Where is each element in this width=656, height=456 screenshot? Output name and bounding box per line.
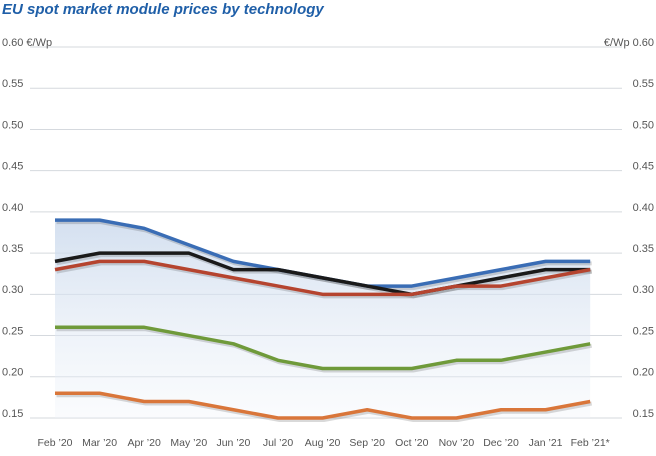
series-line (54, 259, 591, 297)
series-line (55, 325, 591, 371)
x-tick-label: Dec ’20 (483, 437, 519, 449)
y-tick-label: 0.50 (2, 119, 23, 131)
y-tick-label: 0.25 (2, 325, 23, 337)
y-tick-label: 0.30 (2, 284, 23, 296)
y-tick-label: 0.15 (2, 408, 23, 420)
y-unit: €/Wp (26, 37, 52, 49)
y-tick-label: 0.20 (2, 367, 23, 379)
x-tick-label: Jul ’20 (263, 437, 294, 449)
y-tick-label: 0.45 (2, 161, 23, 173)
y2-tick-label: 0.40 (633, 202, 654, 214)
y2-tick-label: 0.55 (633, 78, 654, 90)
x-tick-label: Feb ’21* (571, 437, 610, 449)
x-tick-label: Nov ’20 (439, 437, 475, 449)
x-tick-label: Jan ’21 (529, 437, 563, 449)
area (55, 220, 591, 418)
y-tick-label: 0.60 €/Wp (2, 37, 52, 49)
y2-tick-label: 0.25 (633, 325, 654, 337)
y-tick-label: 0.35 (2, 243, 23, 255)
x-tick-label: Jun ’20 (216, 437, 250, 449)
y2-tick-label: 0.15 (633, 408, 654, 420)
y2-tick-label: 0.35 (633, 243, 654, 255)
y2-tick-label: 0.50 (633, 119, 654, 131)
y-unit: €/Wp (604, 37, 630, 49)
x-tick-label: May ’20 (170, 437, 207, 449)
y2-tick-label: 0.45 (633, 161, 654, 173)
series-line (54, 251, 591, 297)
y2-tick-label: 0.30 (633, 284, 654, 296)
x-tick-label: Sep ’20 (349, 437, 385, 449)
y2-tick-value: 0.60 (633, 37, 654, 49)
x-tick-label: Apr ’20 (128, 437, 161, 449)
x-tick-label: Mar ’20 (82, 437, 117, 449)
x-tick-label: Feb ’20 (37, 437, 72, 449)
y-tick-value: 0.60 (2, 37, 23, 49)
x-tick-label: Aug ’20 (305, 437, 341, 449)
x-tick-label: Oct ’20 (395, 437, 428, 449)
series-line (55, 391, 591, 420)
line-shadow (56, 393, 593, 422)
y-tick-label: 0.40 (2, 202, 23, 214)
chart-title: EU spot market module prices by technolo… (2, 1, 324, 18)
y-tick-label: 0.55 (2, 78, 23, 90)
y2-tick-label: €/Wp 0.60 (604, 37, 654, 49)
y2-tick-label: 0.20 (633, 367, 654, 379)
